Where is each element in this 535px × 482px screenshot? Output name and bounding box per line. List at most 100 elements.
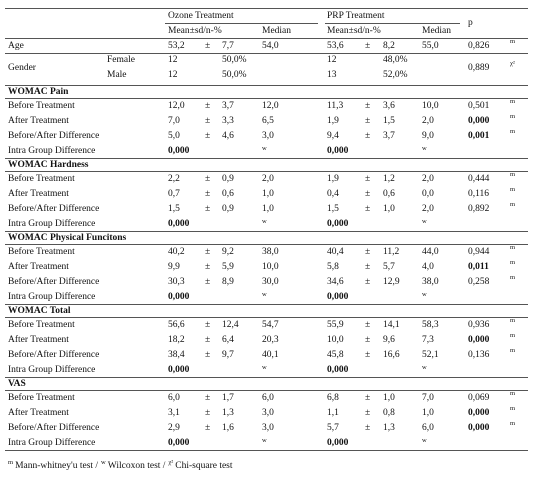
p-value: 0,116 (468, 189, 490, 199)
median: 4,0 (422, 262, 434, 272)
mean: 18,2 (168, 335, 185, 345)
footnote-text: Chi-square test (175, 461, 233, 472)
count: 12 (327, 55, 337, 65)
test-mark: m (510, 347, 516, 354)
mean: 0,4 (327, 189, 339, 199)
count: 12 (168, 55, 178, 65)
mean: 1,1 (327, 408, 339, 418)
p-value: 0,000 (168, 219, 190, 229)
p-value: 0,000 (468, 335, 490, 345)
count: 13 (327, 70, 337, 80)
rule (5, 390, 528, 391)
sd: 16,6 (383, 350, 400, 360)
median: 3,0 (262, 408, 274, 418)
test-mark: w (422, 218, 427, 225)
rule (5, 171, 528, 172)
median: 6,5 (262, 116, 274, 126)
plus-minus: ± (205, 189, 211, 199)
test-mark: m (510, 171, 516, 178)
rule (5, 38, 528, 39)
sd: 1,7 (222, 393, 234, 403)
plus-minus: ± (205, 393, 211, 403)
plus-minus: ± (365, 277, 371, 287)
sd: 4,6 (222, 131, 234, 141)
rule (5, 244, 528, 245)
median: 38,0 (262, 247, 279, 257)
p-value: 0,000 (168, 146, 190, 156)
plus-minus: ± (365, 189, 371, 199)
sd: 1,3 (222, 408, 234, 418)
plus-minus: ± (205, 335, 211, 345)
test-mark: m (510, 98, 516, 105)
sd: 1,6 (222, 423, 234, 433)
median: 54,0 (262, 41, 279, 51)
sd: 1,0 (383, 393, 395, 403)
sd: 9,7 (222, 350, 234, 360)
mean: 1,9 (327, 116, 339, 126)
column-header: Mean±sd/n-% (168, 26, 222, 36)
sd: 9,6 (383, 335, 395, 345)
test-mark: w (262, 364, 267, 371)
row-label: Intra Group Difference (8, 438, 96, 448)
p-value: 0,000 (327, 292, 349, 302)
row-label: Before/After Difference (8, 131, 100, 141)
p-value: 0,000 (327, 219, 349, 229)
sd: 11,2 (383, 247, 400, 257)
p-value: 0,000 (327, 146, 349, 156)
median: 1,0 (262, 189, 274, 199)
sd: 0,9 (222, 204, 234, 214)
group-header: Ozone Treatment (168, 11, 234, 21)
plus-minus: ± (365, 393, 371, 403)
plus-minus: ± (365, 101, 371, 111)
plus-minus: ± (365, 320, 371, 330)
plus-minus: ± (365, 350, 371, 360)
median: 6,0 (422, 423, 434, 433)
rule (5, 85, 528, 86)
median: 2,0 (262, 174, 274, 184)
p-value: 0,936 (468, 320, 490, 330)
sd: 7,7 (222, 41, 234, 51)
row-label: Before Treatment (8, 247, 75, 257)
plus-minus: ± (365, 131, 371, 141)
test-mark: m (510, 274, 516, 281)
mean: 2,9 (168, 423, 180, 433)
sd: 1,3 (383, 423, 395, 433)
plus-minus: ± (365, 408, 371, 418)
sd: 9,2 (222, 247, 234, 257)
plus-minus: ± (365, 247, 371, 257)
column-header: Mean±sd/n-% (327, 26, 381, 36)
mean: 40,4 (327, 247, 344, 257)
test-mark: m (510, 38, 516, 45)
plus-minus: ± (205, 41, 211, 51)
plus-minus: ± (205, 131, 211, 141)
test-mark: m (510, 186, 516, 193)
mean: 5,0 (168, 131, 180, 141)
mean: 53,2 (168, 41, 185, 51)
footnote: m Mann-whitney'u test / w Wilcoxon test / χ²… (8, 457, 236, 472)
row-label: Before Treatment (8, 393, 75, 403)
plus-minus: ± (365, 204, 371, 214)
median: 38,0 (422, 277, 439, 287)
p-value: 0,000 (327, 365, 349, 375)
test-mark: m (510, 332, 516, 339)
mean: 3,1 (168, 408, 180, 418)
rule (5, 304, 528, 305)
rule (5, 231, 528, 232)
p-value: 0,501 (468, 101, 490, 111)
p-value: 0,892 (468, 204, 490, 214)
row-label: Before/After Difference (8, 350, 100, 360)
test-mark: m (510, 420, 516, 427)
section-title: WOMAC Physical Funcitons (8, 233, 127, 243)
sd: 5,9 (222, 262, 234, 272)
sd: 3,3 (222, 116, 234, 126)
p-value: 0,944 (468, 247, 490, 257)
sd: 1,2 (383, 174, 395, 184)
sd: 0,6 (383, 189, 395, 199)
plus-minus: ± (205, 174, 211, 184)
test-mark: m (510, 244, 516, 251)
median: 1,0 (262, 204, 274, 214)
median: 3,0 (262, 423, 274, 433)
mean: 0,7 (168, 189, 180, 199)
test-mark: m (510, 405, 516, 412)
